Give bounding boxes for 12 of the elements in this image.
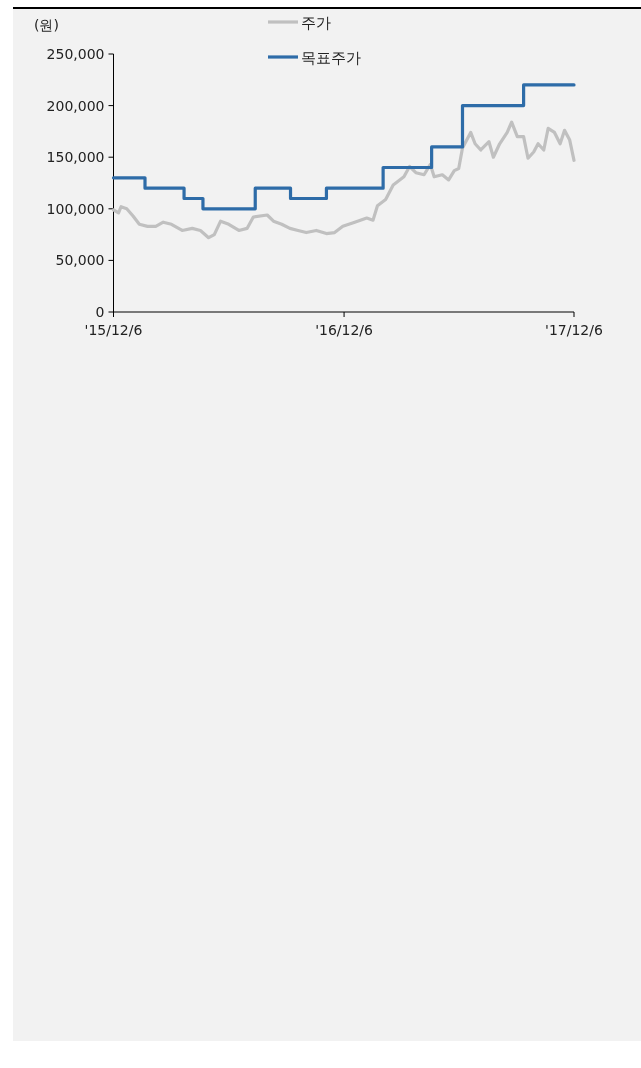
y-tick-label: 200,000 bbox=[46, 97, 105, 114]
x-tick-label: '15/12/6 bbox=[84, 322, 143, 338]
y-axis-title: (원) bbox=[34, 17, 59, 33]
legend-label: 주가 bbox=[301, 14, 331, 32]
y-tick-label: 150,000 bbox=[46, 149, 105, 166]
y-tick-label: 0 bbox=[95, 304, 105, 320]
y-tick-label: 50,000 bbox=[55, 252, 105, 269]
y-tick-label: 100,000 bbox=[46, 200, 105, 217]
x-tick-label: '17/12/6 bbox=[545, 322, 603, 338]
x-tick-label: '16/12/6 bbox=[315, 322, 374, 338]
legend-label: 목표주가 bbox=[301, 49, 361, 67]
y-tick-label: 250,000 bbox=[46, 46, 105, 62]
